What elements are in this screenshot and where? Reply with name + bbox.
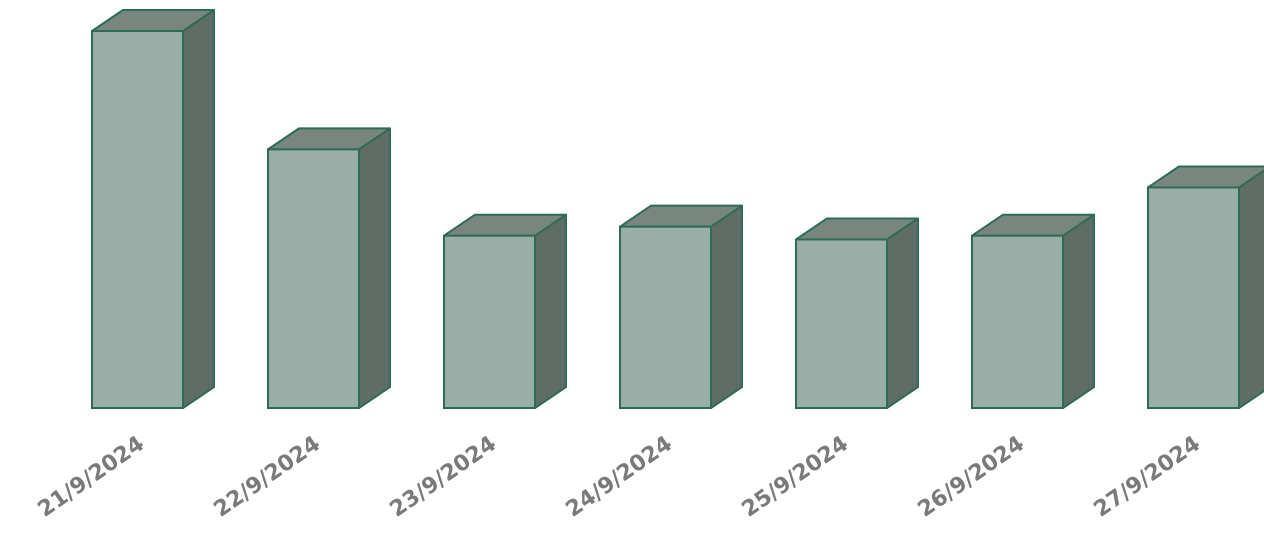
bar [795,217,919,409]
x-tick-label: 27/9/2024 [1090,431,1205,522]
bar-side-face [1062,213,1095,409]
bar-side-face [534,213,567,409]
x-tick-label: 22/9/2024 [210,431,325,522]
bar-side-face [358,127,391,409]
bar [619,204,743,409]
bar-front-face [971,234,1064,409]
bar [267,127,391,410]
bar-front-face [91,30,184,409]
x-tick-label: 26/9/2024 [914,431,1029,522]
bar-side-face [182,9,215,409]
bar-front-face [795,238,888,409]
x-axis-tick-labels: 21/9/2024 22/9/2024 23/9/2024 24/9/2024 25/9… [34,431,1205,522]
x-tick-label: 23/9/2024 [386,431,501,522]
bar-side-face [1238,169,1264,409]
bar [971,213,1095,409]
x-tick-label: 21/9/2024 [34,431,149,522]
bar-front-face [1147,186,1240,409]
bar [1147,165,1264,409]
bar-front-face [267,148,360,410]
x-tick-label: 24/9/2024 [562,431,677,522]
x-tick-label: 25/9/2024 [738,431,853,522]
bar [443,213,567,409]
bar [91,9,215,409]
bar-front-face [619,225,712,409]
bar-side-face [886,217,919,409]
bars-group [91,9,1264,410]
bar-front-face [443,234,536,409]
bar-side-face [710,204,743,409]
